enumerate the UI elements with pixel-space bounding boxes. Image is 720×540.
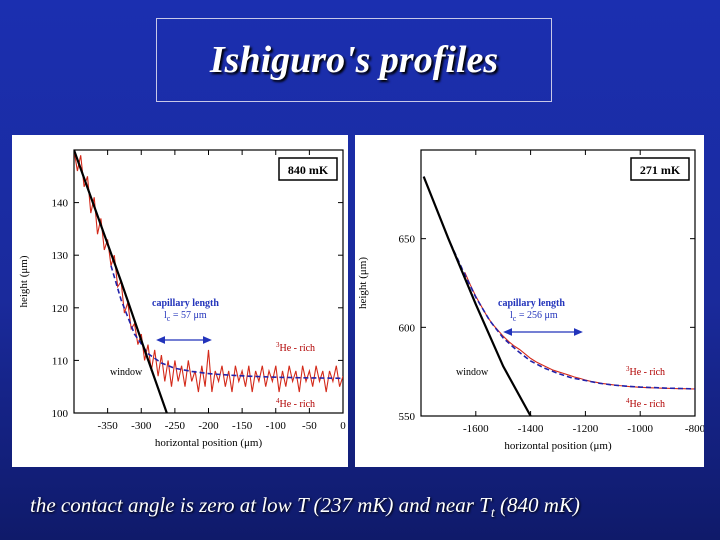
phase-label-bottom: 4He - rich [626, 397, 665, 410]
phase-label-top: 3He - rich [626, 365, 665, 378]
data-series-line [74, 150, 343, 393]
capillary-length-label: capillary length [152, 298, 219, 309]
temperature-box [278, 157, 338, 181]
window-series-line [422, 176, 532, 416]
x-tick-label: -350 [98, 420, 119, 432]
y-axis-label: height (μm) [357, 257, 369, 309]
x-tick-label: -50 [302, 420, 317, 432]
temperature-label: 271 mK [640, 163, 681, 177]
x-axis-label: horizontal position (μm) [504, 440, 612, 452]
chart-panel-271mk: -1600 -1400 -1200 -1000 -800 550 600 650 horizon… [355, 135, 704, 467]
phase-top-sup: 3 [626, 365, 630, 373]
window-label: window [456, 367, 489, 378]
slide-title: Ishiguro's profiles [209, 39, 499, 81]
phase-label-top: 3He - rich [276, 341, 315, 354]
x-tick-label: -1600 [463, 423, 489, 435]
lc-value: = 57 μm [170, 310, 207, 321]
capillary-length-label: capillary length [498, 298, 565, 309]
window-label: window [110, 367, 143, 378]
slide-caption: the contact angle is zero at low T (237 … [30, 493, 710, 522]
y-tick-label: 140 [52, 198, 69, 210]
fit-series-line [110, 265, 343, 380]
y-tick-label: 120 [52, 303, 69, 315]
x-tick-label: -250 [165, 420, 186, 432]
x-tick-label: -200 [198, 420, 219, 432]
x-tick-label: -1200 [573, 423, 599, 435]
x-tick-label: -300 [131, 420, 152, 432]
lc-subscript: c [513, 314, 517, 323]
x-axis-label: horizontal position (μm) [155, 437, 263, 449]
phase-top-text: He - rich [280, 343, 316, 354]
title-box: Ishiguro's profiles [156, 18, 552, 102]
lc-symbol: l [164, 310, 167, 321]
x-tick-label: 0 [340, 420, 346, 432]
chart-271mk: -1600 -1400 -1200 -1000 -800 550 600 650 horizon… [357, 149, 704, 452]
series-group [422, 176, 695, 416]
x-tick-label: -150 [232, 420, 253, 432]
temperature-label: 840 mK [288, 163, 329, 177]
y-tick-label: 110 [52, 355, 69, 367]
x-tick-label: -1400 [518, 423, 544, 435]
caption-tail: (840 mK) [494, 493, 580, 517]
y-tick-label: 650 [399, 234, 416, 246]
window-series-line [74, 150, 168, 413]
phase-label-bottom: 4He - rich [276, 397, 315, 410]
y-tick-label: 600 [399, 322, 416, 334]
phase-top-sup: 3 [276, 341, 280, 349]
lc-subscript: c [167, 314, 171, 323]
capillary-length-value: lc = 57 μm [164, 310, 207, 323]
x-tick-label: -100 [266, 420, 287, 432]
phase-bottom-sup: 4 [276, 397, 280, 405]
phase-top-text: He - rich [630, 367, 666, 378]
x-tick-label: -800 [685, 423, 704, 435]
lc-symbol: l [510, 310, 513, 321]
chart-panel-840mk: -350 -300 -250 -200 -150 -100 -50 0 100 110 120 130… [12, 135, 348, 467]
plot-frame [420, 149, 696, 417]
series-group [74, 150, 343, 413]
phase-bottom-text: He - rich [630, 399, 666, 410]
caption-main: the contact angle is zero at low T (237 … [30, 493, 491, 517]
capillary-length-value: lc = 256 μm [510, 310, 558, 323]
chart-840mk: -350 -300 -250 -200 -150 -100 -50 0 100 110 120 130… [18, 149, 346, 449]
caption-subscript: t [490, 506, 495, 522]
phase-bottom-text: He - rich [280, 399, 316, 410]
y-tick-label: 100 [52, 408, 69, 420]
y-axis-label: height (μm) [18, 255, 30, 307]
y-tick-label: 130 [52, 250, 69, 262]
x-tick-label: -1000 [627, 423, 653, 435]
fit-series-line [422, 176, 695, 390]
y-tick-label: 550 [399, 411, 416, 423]
lc-value: = 256 μm [516, 310, 558, 321]
phase-bottom-sup: 4 [626, 397, 630, 405]
temperature-box [630, 157, 690, 181]
